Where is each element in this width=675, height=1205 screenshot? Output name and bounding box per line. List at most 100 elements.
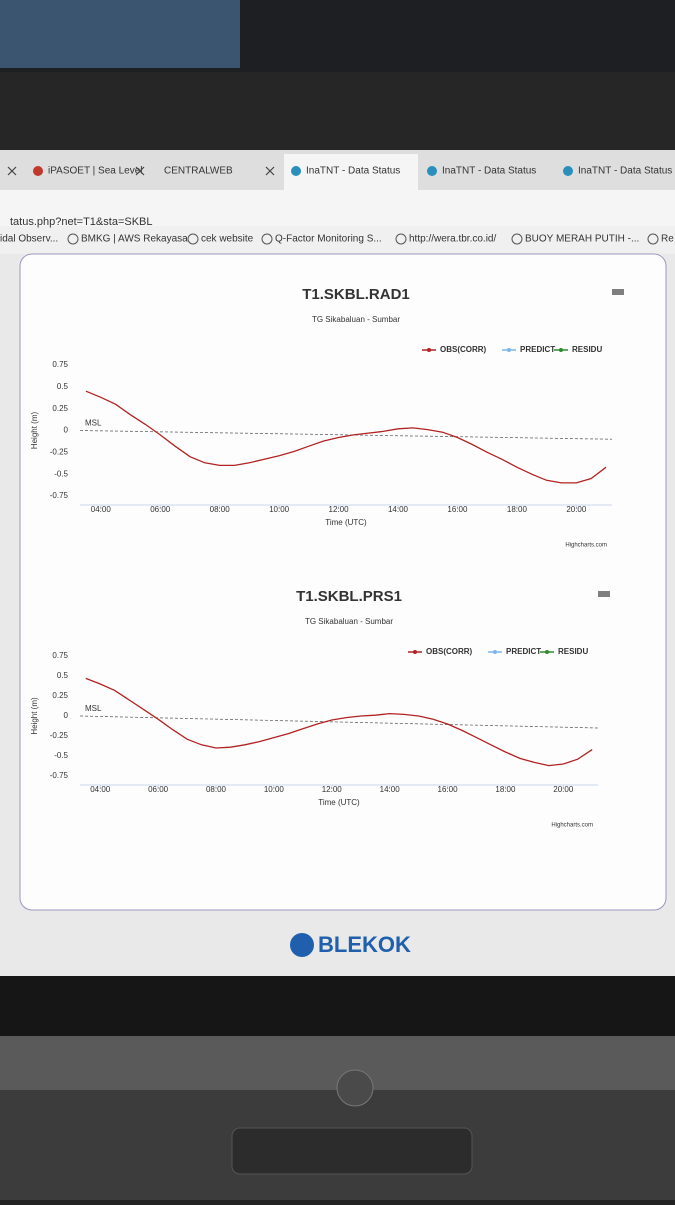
y-tick-label: 0 bbox=[64, 426, 69, 435]
bookmark[interactable]: cek website bbox=[201, 234, 254, 245]
tab-title[interactable]: iPASOET | Sea Level bbox=[48, 166, 143, 177]
address-bar bbox=[0, 190, 675, 226]
x-tick-label: 04:00 bbox=[90, 785, 111, 794]
bookmark[interactable]: idal Observ... bbox=[0, 234, 58, 245]
active-tab bbox=[284, 154, 418, 190]
bookmark[interactable]: BUOY MERAH PUTIH -... bbox=[525, 234, 639, 245]
x-tick-label: 20:00 bbox=[566, 505, 587, 514]
y-tick-label: 0.25 bbox=[52, 691, 68, 700]
msl-label: MSL bbox=[85, 419, 102, 428]
close-icon[interactable] bbox=[265, 166, 275, 176]
credits: Highcharts.com bbox=[565, 543, 607, 549]
bookmark-bar bbox=[0, 226, 675, 254]
legend-label[interactable]: OBS(CORR) bbox=[440, 345, 487, 354]
credits: Highcharts.com bbox=[551, 823, 593, 829]
laptop-hinge bbox=[0, 1036, 675, 1090]
legend-symbol[interactable] bbox=[493, 650, 497, 654]
close-icon[interactable] bbox=[135, 166, 145, 176]
bookmark[interactable]: Re bbox=[661, 234, 674, 245]
y-tick-label: -0.25 bbox=[50, 447, 69, 456]
y-tick-label: 0.25 bbox=[52, 404, 68, 413]
x-tick-label: 14:00 bbox=[388, 505, 409, 514]
legend-symbol[interactable] bbox=[559, 348, 563, 352]
msl-line bbox=[79, 715, 599, 729]
chart-title: T1.SKBL.RAD1 bbox=[302, 286, 410, 303]
legend-symbol[interactable] bbox=[545, 650, 549, 654]
x-tick-label: 10:00 bbox=[264, 785, 285, 794]
y-axis-label: Height (m) bbox=[30, 411, 39, 449]
y-axis-label: Height (m) bbox=[30, 697, 39, 735]
legend-symbol[interactable] bbox=[413, 650, 417, 654]
x-axis-label: Time (UTC) bbox=[325, 518, 367, 527]
tab-title[interactable]: InaTNT - Data Status bbox=[442, 166, 536, 177]
chart-subtitle: TG Sikabaluan - Sumbar bbox=[305, 617, 393, 626]
tab-title[interactable]: InaTNT - Data Status bbox=[578, 166, 672, 177]
x-tick-label: 14:00 bbox=[380, 785, 401, 794]
bookmark-icon bbox=[647, 233, 659, 245]
x-tick-label: 18:00 bbox=[507, 505, 528, 514]
legend-label[interactable]: PREDICT bbox=[506, 647, 541, 656]
logo-text: BLEKOK bbox=[318, 932, 411, 957]
series-line bbox=[85, 390, 607, 484]
close-icon[interactable] bbox=[7, 166, 17, 176]
x-tick-label: 04:00 bbox=[91, 505, 112, 514]
y-tick-label: -0.75 bbox=[50, 491, 69, 500]
bookmark-icon bbox=[187, 233, 199, 245]
bookmark-icon bbox=[511, 233, 523, 245]
y-tick-label: 0.5 bbox=[57, 382, 69, 391]
x-axis-label: Time (UTC) bbox=[318, 798, 360, 807]
y-tick-label: -0.5 bbox=[54, 469, 68, 478]
x-tick-label: 06:00 bbox=[148, 785, 169, 794]
tab-title[interactable]: InaTNT - Data Status bbox=[306, 166, 400, 177]
x-tick-label: 16:00 bbox=[447, 505, 468, 514]
x-tick-label: 16:00 bbox=[438, 785, 459, 794]
bookmark[interactable]: http://wera.tbr.co.id/ bbox=[409, 234, 496, 245]
bezel-top bbox=[0, 72, 675, 152]
legend-label[interactable]: RESIDU bbox=[572, 345, 602, 354]
msl-label: MSL bbox=[85, 704, 102, 713]
logo-icon bbox=[290, 933, 314, 957]
hinge-plate bbox=[231, 1127, 473, 1175]
y-tick-label: -0.75 bbox=[50, 771, 69, 780]
x-tick-label: 08:00 bbox=[210, 505, 231, 514]
legend-label[interactable]: OBS(CORR) bbox=[426, 647, 473, 656]
x-tick-label: 12:00 bbox=[329, 505, 350, 514]
x-tick-label: 18:00 bbox=[495, 785, 516, 794]
tab-title[interactable]: CENTRALWEB bbox=[164, 166, 233, 177]
tab-favicon bbox=[291, 166, 301, 176]
bookmark-icon bbox=[67, 233, 79, 245]
bookmark-icon bbox=[261, 233, 273, 245]
x-tick-label: 10:00 bbox=[269, 505, 290, 514]
legend-symbol[interactable] bbox=[507, 348, 511, 352]
tab-favicon bbox=[563, 166, 573, 176]
url[interactable]: tatus.php?net=T1&sta=SKBL bbox=[10, 216, 153, 228]
y-tick-label: 0.75 bbox=[52, 651, 68, 660]
y-tick-label: -0.5 bbox=[54, 751, 68, 760]
bezel-bottom bbox=[0, 976, 675, 1036]
chart-container bbox=[19, 253, 667, 911]
x-tick-label: 20:00 bbox=[553, 785, 574, 794]
tab-favicon bbox=[33, 166, 43, 176]
chart-subtitle: TG Sikabaluan - Sumbar bbox=[312, 315, 400, 324]
y-tick-label: 0 bbox=[64, 711, 69, 720]
bookmark[interactable]: BMKG | AWS Rekayasa bbox=[81, 234, 188, 245]
msl-line bbox=[79, 430, 613, 440]
background-window bbox=[0, 0, 240, 68]
y-tick-label: 0.75 bbox=[52, 360, 68, 369]
x-tick-label: 12:00 bbox=[322, 785, 343, 794]
y-tick-label: -0.25 bbox=[50, 731, 69, 740]
bookmark-icon bbox=[395, 233, 407, 245]
tab-favicon bbox=[427, 166, 437, 176]
x-tick-label: 06:00 bbox=[150, 505, 171, 514]
y-tick-label: 0.5 bbox=[57, 671, 69, 680]
hp-logo bbox=[336, 1069, 374, 1107]
bookmark[interactable]: Q-Factor Monitoring S... bbox=[275, 234, 382, 245]
series-line bbox=[85, 677, 593, 767]
legend-symbol[interactable] bbox=[427, 348, 431, 352]
chart-title: T1.SKBL.PRS1 bbox=[296, 588, 402, 605]
legend-label[interactable]: RESIDU bbox=[558, 647, 588, 656]
x-tick-label: 08:00 bbox=[206, 785, 227, 794]
legend-label[interactable]: PREDICT bbox=[520, 345, 555, 354]
